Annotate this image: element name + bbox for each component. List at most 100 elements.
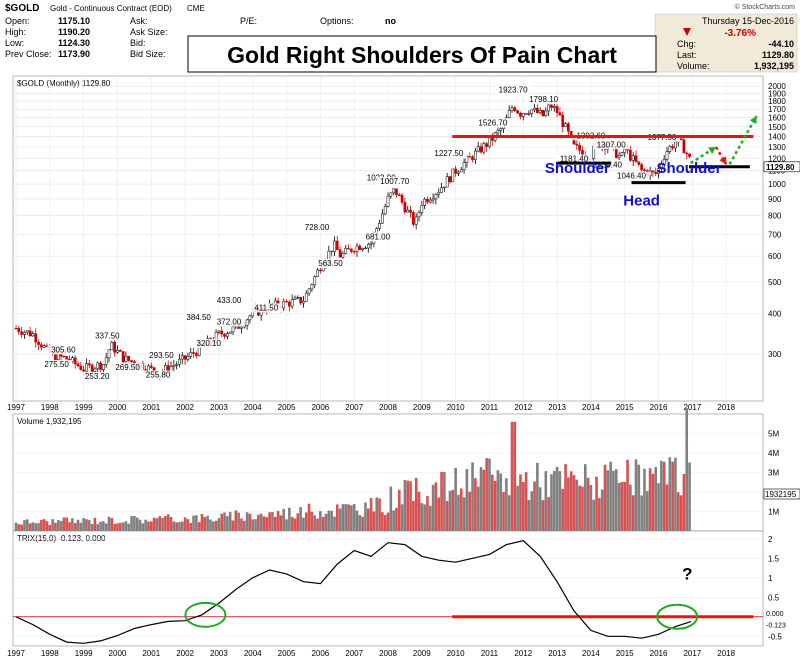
volume-bar xyxy=(558,471,562,531)
candle-body xyxy=(640,164,643,171)
volume-bar xyxy=(519,474,522,531)
volume-bar xyxy=(389,486,393,531)
candle-body xyxy=(350,248,353,252)
candle-body xyxy=(403,202,407,213)
header-label: Prev Close: xyxy=(5,49,52,59)
point-label-bg xyxy=(142,370,174,380)
volume-bar xyxy=(319,511,322,531)
volume-bar xyxy=(688,462,691,531)
candle-body xyxy=(386,195,390,207)
point-label-bg xyxy=(301,222,333,232)
point-label-bg xyxy=(430,149,467,159)
volume-bar xyxy=(265,517,269,531)
volume-bar xyxy=(578,485,581,531)
header-label: Bid Size: xyxy=(130,49,166,59)
volume-bar xyxy=(245,512,249,531)
candle-body xyxy=(443,186,446,189)
volume-bar xyxy=(665,484,669,531)
volume-bar xyxy=(524,472,528,531)
volume-bar xyxy=(34,523,38,531)
candle-body xyxy=(409,209,412,213)
volume-bar xyxy=(116,523,119,531)
symbol: $GOLD xyxy=(5,3,39,14)
volume-bar xyxy=(285,519,288,531)
x-tick-label: 2014 xyxy=(582,649,600,658)
volume-bar xyxy=(42,519,46,531)
volume-last-tag xyxy=(763,488,800,500)
volume-bar xyxy=(124,521,128,531)
candle-body xyxy=(510,107,514,111)
y-tick-label: 1600 xyxy=(768,114,786,123)
volume-bar xyxy=(567,477,570,531)
volume-bar xyxy=(643,468,646,531)
volume-bar xyxy=(623,481,627,531)
candle-body xyxy=(552,106,556,108)
volume-bar xyxy=(127,523,131,531)
volume-bar xyxy=(629,484,632,531)
candle-body xyxy=(65,356,69,360)
volume-tick-label: 4M xyxy=(768,449,779,458)
y-tick-label: 1300 xyxy=(768,143,786,152)
volume-bar xyxy=(17,524,21,531)
volume-bar xyxy=(358,515,362,531)
candle-body xyxy=(685,152,689,155)
header-label: Ask: xyxy=(130,16,148,26)
x-tick-label: 2005 xyxy=(278,649,296,658)
volume-bar xyxy=(564,464,567,531)
candle-body xyxy=(389,192,393,197)
volume-legend: Volume 1,932,195 xyxy=(17,417,82,426)
trix-frame xyxy=(12,530,764,647)
candle-body xyxy=(420,205,424,213)
volume-bar xyxy=(96,524,100,531)
pattern-label: Shoulder xyxy=(545,160,610,177)
candle-body xyxy=(654,171,658,174)
volume-bar xyxy=(674,457,677,531)
candle-body xyxy=(521,113,525,117)
candle-body xyxy=(482,143,486,153)
point-label-bg xyxy=(314,259,347,269)
candle-body xyxy=(341,253,345,258)
point-label: 411.50 xyxy=(254,303,278,312)
volume-bar xyxy=(640,495,643,531)
volume-bar xyxy=(476,486,480,531)
volume-bar xyxy=(248,513,252,531)
candle-body xyxy=(76,363,80,367)
candle-body xyxy=(73,357,77,365)
volume-bar xyxy=(482,469,486,531)
volume-bar xyxy=(228,511,232,531)
candle-body xyxy=(428,199,432,203)
exchange: CME xyxy=(187,4,205,13)
last-value-text: 1129.80 xyxy=(766,163,795,172)
point-label: 1046.40 xyxy=(617,172,646,181)
volume-bar xyxy=(178,521,181,531)
volume-bar xyxy=(547,497,550,531)
volume-bar xyxy=(583,464,587,531)
candle-body xyxy=(313,276,317,286)
volume-bar xyxy=(448,490,452,531)
point-label-bg xyxy=(362,232,394,242)
header-value: no xyxy=(385,16,396,26)
volume-bar xyxy=(392,510,395,531)
candle-body xyxy=(561,114,565,128)
volume-bar xyxy=(56,519,60,531)
volume-bar xyxy=(304,512,308,531)
volume-bar xyxy=(617,482,621,531)
volume-bar xyxy=(68,522,71,531)
candle-body xyxy=(682,139,686,154)
candle-body xyxy=(524,113,528,115)
pattern-label: Shoulder xyxy=(656,160,721,177)
point-label-bg xyxy=(40,360,73,370)
volume-bar xyxy=(25,519,29,531)
candle-body xyxy=(513,107,517,111)
volume-bar xyxy=(671,461,674,531)
y-tick-label: 1800 xyxy=(768,97,786,106)
candle-body xyxy=(462,162,466,171)
volume-bar xyxy=(262,516,266,531)
x-tick-label: 1998 xyxy=(41,649,59,658)
red-arrow-down-head xyxy=(719,156,727,165)
candle-body xyxy=(40,344,43,348)
volume-bar xyxy=(273,516,277,531)
y-tick-label: 2000 xyxy=(768,82,786,91)
